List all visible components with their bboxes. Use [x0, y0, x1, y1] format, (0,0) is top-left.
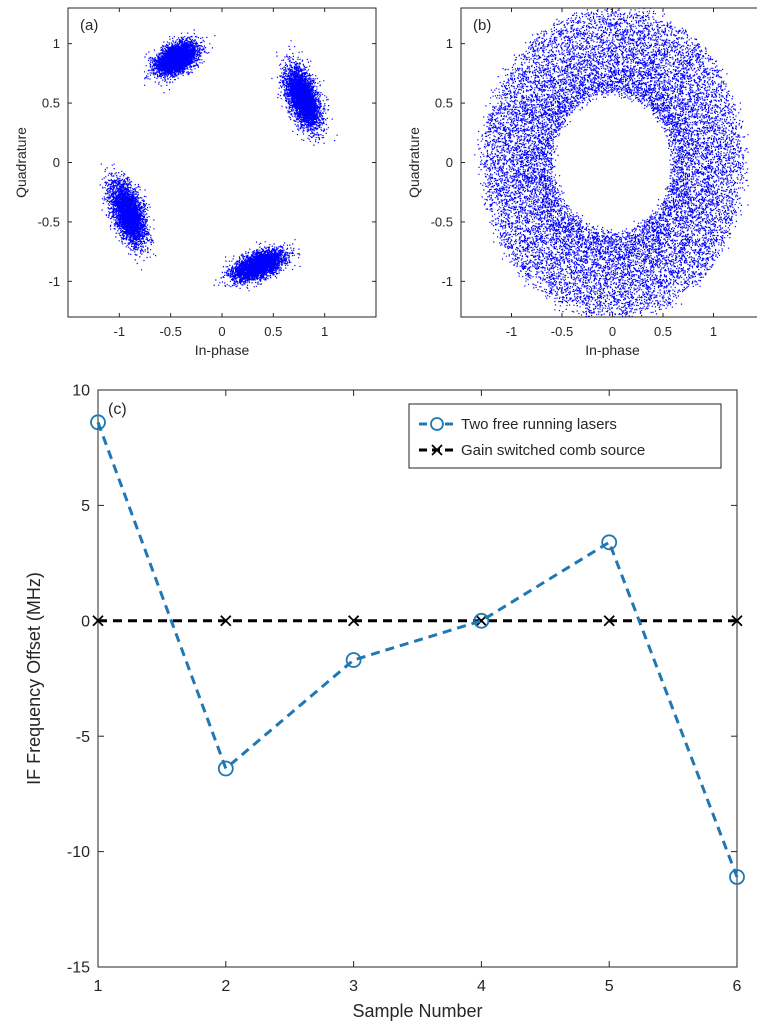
x-tick-label: 0.5 — [264, 324, 282, 339]
x-tick-label: -1 — [506, 324, 518, 339]
y-tick-label: -15 — [67, 960, 90, 977]
plot-frame — [67, 7, 377, 318]
legend-entry: Gain switched comb source — [419, 442, 645, 459]
series-gain-switched-comb — [92, 615, 743, 627]
x-tick-label: -0.5 — [551, 324, 573, 339]
x-marker-stroke — [603, 615, 615, 627]
data-point — [729, 869, 745, 885]
y-axis-label: IF Frequency Offset (MHz) — [24, 572, 44, 785]
constellation-points — [99, 29, 338, 292]
y-tick-label: -1 — [441, 274, 453, 289]
x-marker-stroke — [347, 615, 360, 627]
y-tick-label: 0.5 — [435, 96, 453, 111]
panel-label: (a) — [80, 17, 98, 34]
legend-box — [408, 403, 722, 469]
y-tick-label: 0.5 — [42, 96, 60, 111]
data-point — [731, 615, 743, 627]
data-point — [220, 615, 232, 627]
series-free-running-lasers — [90, 414, 745, 885]
constellation-panel-a: -1 -0.5 0 0.5 1 -1 -0.5 0 0.5 1 In-phase Quadrature… — [13, 7, 377, 358]
x-marker-stroke — [731, 615, 743, 627]
x-tick-label: 1 — [710, 324, 717, 339]
data-point — [217, 760, 234, 777]
data-point — [603, 615, 615, 627]
y-tick-label: -0.5 — [38, 214, 60, 229]
legend-marker — [430, 417, 444, 431]
y-tick-label: -1 — [48, 274, 60, 289]
x-tick-label: 0 — [218, 324, 225, 339]
panel-label: (c) — [108, 401, 127, 418]
x-tick-label: 6 — [733, 978, 742, 995]
y-tick-label: 1 — [53, 36, 60, 51]
x-tick-label: 4 — [477, 978, 486, 995]
legend-label: Two free running lasers — [461, 416, 617, 433]
data-point — [601, 534, 618, 551]
x-tick-label: -0.5 — [159, 324, 181, 339]
y-tick-label: 0 — [81, 613, 90, 630]
x-tick-label: 2 — [221, 978, 230, 995]
data-point — [347, 615, 360, 627]
legend: Two free running lasers Gain switched com… — [408, 403, 722, 469]
series-line — [96, 421, 739, 878]
y-axis-label: Quadrature — [406, 127, 422, 198]
constellation-points — [474, 8, 749, 317]
x-axis-label: Sample Number — [352, 1001, 482, 1021]
x-marker-stroke — [92, 615, 104, 627]
data-point — [473, 612, 490, 629]
x-tick-label: -1 — [114, 324, 126, 339]
x-tick-label: 1 — [94, 978, 103, 995]
legend-entry: Two free running lasers — [419, 416, 617, 433]
x-tick-label: 0.5 — [654, 324, 672, 339]
constellation-panel-b: -1 -0.5 0 0.5 1 -1 -0.5 0 0.5 1 In-phase Quadrature… — [406, 7, 757, 358]
y-axis-label: Quadrature — [13, 127, 29, 198]
x-tick-label: 3 — [349, 978, 358, 995]
x-tick-label: 5 — [605, 978, 614, 995]
line-panel-c: 1 2 3 4 5 6 -15 -10 -5 0 5 10 Sample Number IF Freque… — [24, 383, 745, 1021]
x-tick-label: 0 — [609, 324, 616, 339]
data-point — [345, 652, 362, 668]
legend-label: Gain switched comb source — [461, 442, 645, 459]
y-tick-label: -0.5 — [431, 214, 453, 229]
data-point — [475, 615, 488, 627]
legend-marker — [431, 444, 443, 456]
y-tick-label: 5 — [81, 498, 90, 515]
y-tick-label: 0 — [446, 155, 453, 170]
data-point — [92, 615, 104, 627]
data-point — [90, 414, 106, 431]
panel-label: (b) — [473, 17, 491, 34]
y-tick-label: 1 — [446, 36, 453, 51]
x-marker-stroke — [475, 615, 488, 627]
x-tick-label: 1 — [321, 324, 328, 339]
x-axis-label: In-phase — [585, 342, 640, 358]
y-tick-label: -10 — [67, 844, 90, 861]
y-tick-label: 0 — [53, 155, 60, 170]
x-marker-stroke — [220, 615, 232, 627]
x-axis-label: In-phase — [195, 342, 250, 358]
y-tick-label: -5 — [76, 729, 90, 746]
plot-frame — [97, 389, 738, 968]
y-tick-label: 10 — [72, 383, 90, 400]
